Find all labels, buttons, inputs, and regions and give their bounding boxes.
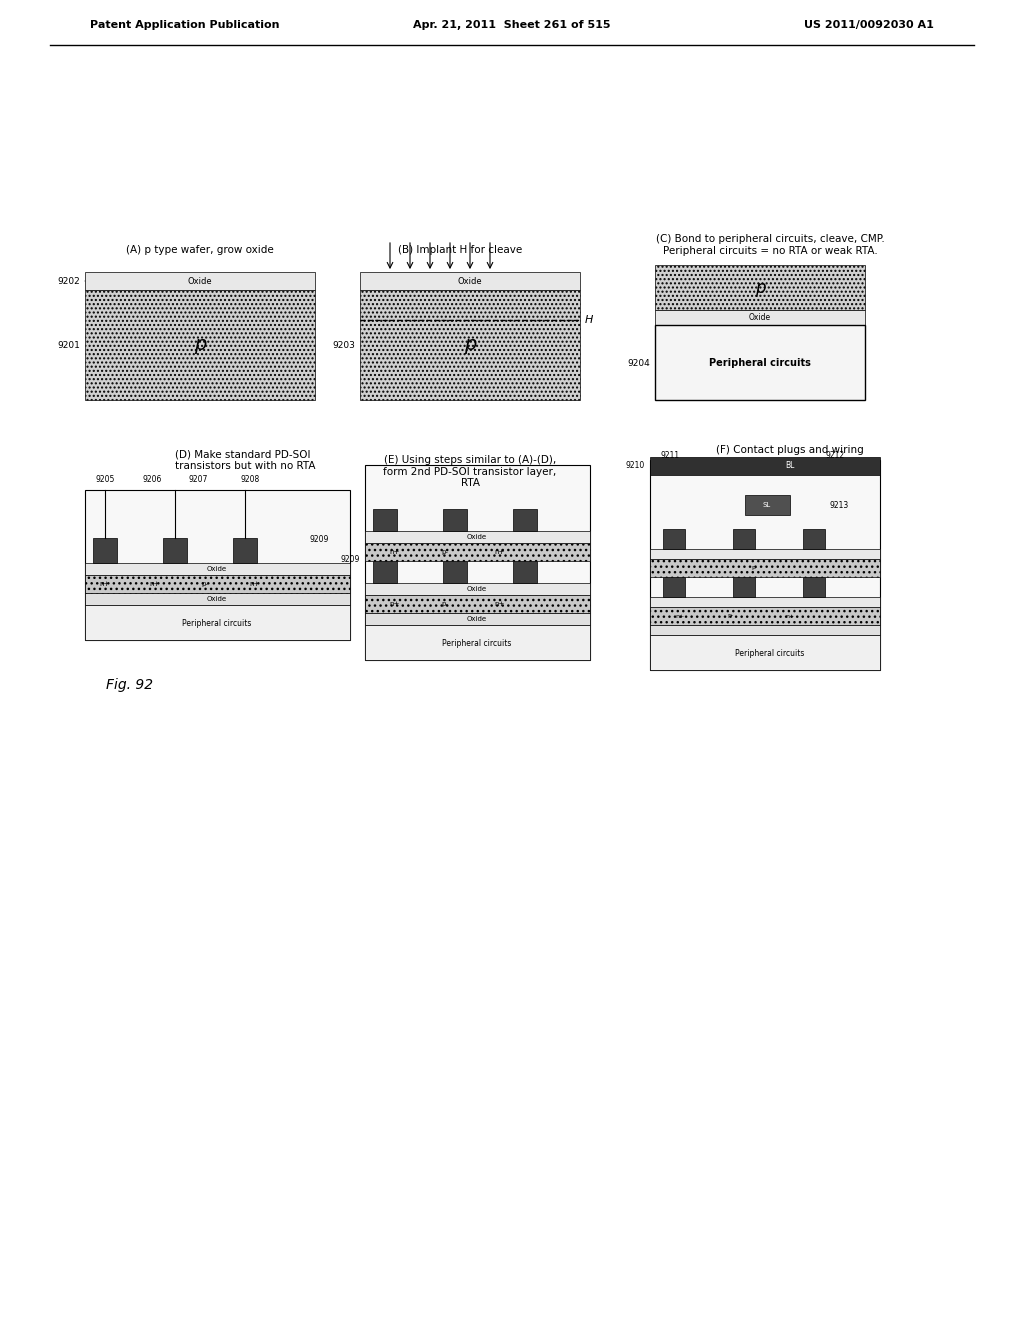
Text: n+: n+ (495, 601, 505, 607)
Text: Patent Application Publication: Patent Application Publication (90, 20, 280, 30)
Text: p-: p- (441, 549, 449, 554)
Bar (85, 576, 350, 593)
Bar (650, 597, 880, 607)
Text: 9204: 9204 (628, 359, 650, 367)
Bar (733, 529, 755, 549)
Bar (650, 624, 880, 635)
Bar (733, 577, 755, 597)
Text: 9206: 9206 (142, 475, 162, 484)
Text: Peripheral circuits: Peripheral circuits (709, 358, 811, 368)
Text: p: p (755, 279, 765, 297)
Bar (85, 564, 350, 576)
Text: 9202: 9202 (57, 276, 80, 285)
Text: (F) Contact plugs and wiring: (F) Contact plugs and wiring (716, 445, 864, 455)
Bar (650, 459, 880, 671)
Bar (650, 558, 880, 577)
Text: Peripheral circuits: Peripheral circuits (442, 639, 512, 648)
Bar (663, 577, 685, 597)
Bar (85, 272, 315, 290)
Text: Peripheral circuits: Peripheral circuits (182, 619, 252, 627)
Text: Oxide: Oxide (207, 597, 227, 602)
Bar (513, 561, 537, 583)
Bar (163, 539, 187, 564)
Text: n+: n+ (390, 601, 400, 607)
Text: 9213: 9213 (830, 500, 849, 510)
Text: p: p (464, 335, 476, 355)
Bar (360, 272, 580, 290)
Bar (373, 561, 397, 583)
Bar (93, 539, 117, 564)
Text: 9210: 9210 (626, 462, 645, 470)
Text: Peripheral circuits: Peripheral circuits (735, 648, 805, 657)
Text: (C) Bond to peripheral circuits, cleave, CMP.
Peripheral circuits = no RTA or we: (C) Bond to peripheral circuits, cleave,… (655, 234, 885, 256)
Text: Oxide: Oxide (207, 566, 227, 572)
Text: 9208: 9208 (241, 475, 260, 484)
Bar (365, 612, 590, 624)
Bar (513, 510, 537, 531)
Bar (803, 577, 825, 597)
Bar (655, 265, 865, 310)
Text: (E) Using steps similar to (A)-(D),
form 2nd PD-SOI transistor layer,
RTA: (E) Using steps similar to (A)-(D), form… (383, 455, 557, 488)
Text: SL: SL (763, 502, 771, 508)
Bar (803, 529, 825, 549)
Bar (85, 490, 350, 640)
Text: 9201: 9201 (57, 341, 80, 350)
Text: n+: n+ (495, 549, 505, 554)
Text: Oxide: Oxide (458, 276, 482, 285)
Text: p-: p- (441, 601, 449, 607)
Text: n+: n+ (99, 581, 111, 587)
Text: 9207: 9207 (188, 475, 208, 484)
Bar (85, 290, 315, 400)
Text: H: H (585, 315, 593, 325)
Text: n+: n+ (390, 549, 400, 554)
Text: Fig. 92: Fig. 92 (106, 678, 154, 692)
Bar (650, 549, 880, 558)
Bar (373, 510, 397, 531)
Text: p: p (194, 335, 206, 355)
Text: n+: n+ (676, 614, 685, 619)
Bar (650, 635, 880, 671)
Text: (D) Make standard PD-SOI
transistors but with no RTA: (D) Make standard PD-SOI transistors but… (175, 449, 315, 471)
Bar (365, 595, 590, 612)
Bar (85, 593, 350, 605)
Text: n+: n+ (150, 581, 160, 587)
Text: Oxide: Oxide (467, 616, 487, 622)
Bar (85, 605, 350, 640)
Bar (443, 561, 467, 583)
Text: p-: p- (727, 614, 733, 619)
Bar (655, 310, 865, 325)
Bar (233, 539, 257, 564)
Bar (360, 290, 580, 400)
Text: n+: n+ (250, 581, 260, 587)
Bar (443, 510, 467, 531)
Bar (365, 583, 590, 595)
Bar (365, 465, 590, 660)
Text: 9209: 9209 (341, 556, 360, 565)
Bar (655, 325, 865, 400)
Bar (663, 529, 685, 549)
Text: (B) Implant H for cleave: (B) Implant H for cleave (398, 246, 522, 255)
Text: US 2011/0092030 A1: US 2011/0092030 A1 (804, 20, 934, 30)
Text: 9205: 9205 (95, 475, 115, 484)
Text: (A) p type wafer, grow oxide: (A) p type wafer, grow oxide (126, 246, 273, 255)
Text: 9209: 9209 (310, 536, 330, 544)
Text: 9203: 9203 (332, 341, 355, 350)
Bar (365, 543, 590, 561)
Bar (365, 531, 590, 543)
Text: 9212: 9212 (825, 450, 845, 459)
Text: Oxide: Oxide (187, 276, 212, 285)
Text: Apr. 21, 2011  Sheet 261 of 515: Apr. 21, 2011 Sheet 261 of 515 (414, 20, 610, 30)
Text: Oxide: Oxide (467, 535, 487, 540)
Bar (650, 457, 880, 475)
Bar (745, 495, 790, 515)
Text: n+: n+ (785, 614, 795, 619)
Text: p-: p- (752, 565, 758, 570)
Text: BL: BL (785, 462, 795, 470)
Text: p-: p- (202, 581, 209, 587)
Bar (650, 607, 880, 624)
Text: 9211: 9211 (660, 450, 680, 459)
Text: Oxide: Oxide (749, 314, 771, 322)
Text: Oxide: Oxide (467, 586, 487, 591)
Bar (365, 624, 590, 660)
